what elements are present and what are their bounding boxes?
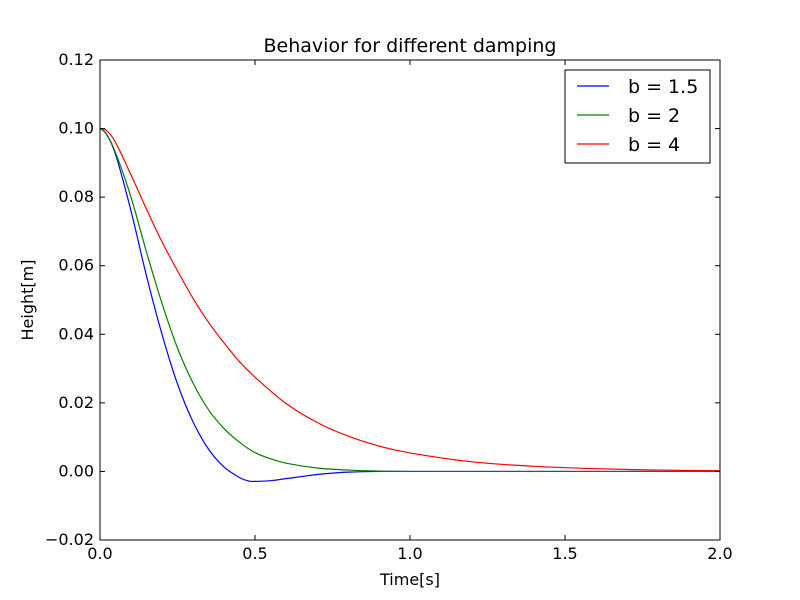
x-tick-label: 2.0 — [707, 544, 732, 563]
series-layer — [100, 127, 720, 483]
x-tick-label: 1.0 — [397, 544, 422, 563]
legend-label-3: b = 4 — [628, 134, 680, 156]
y-tick-label: 0.04 — [58, 324, 94, 343]
y-tick-label: 0.00 — [58, 461, 94, 480]
legend-label-2: b = 2 — [628, 105, 680, 127]
y-tick-label: 0.10 — [58, 119, 94, 138]
series-line-3 — [100, 127, 720, 472]
x-tick-label: 0.5 — [242, 544, 267, 563]
legend: b = 1.5 b = 2 b = 4 — [564, 69, 711, 164]
y-tick-label: 0.08 — [58, 187, 94, 206]
plot-area — [100, 127, 720, 483]
chart-title: Behavior for different damping — [264, 35, 557, 57]
series-line-2 — [100, 128, 720, 473]
x-tick-label: 0.0 — [87, 544, 112, 563]
legend-label-1: b = 1.5 — [628, 76, 698, 98]
ticks-layer: 0.0 0.5 1.0 1.5 2.0 −0.02 0.00 0.02 0.04 0.06 0.08… — [45, 50, 733, 563]
legend-entries: b = 1.5 b = 2 b = 4 — [577, 76, 698, 156]
y-tick-label: −0.02 — [45, 530, 94, 549]
y-tick-label: 0.12 — [58, 50, 94, 69]
y-tick-label: 0.06 — [58, 256, 94, 275]
x-axis-label: Time[s] — [379, 570, 440, 589]
y-axis-label: Height[m] — [18, 260, 37, 341]
x-tick-label: 1.5 — [552, 544, 577, 563]
y-tick-label: 0.02 — [58, 393, 94, 412]
